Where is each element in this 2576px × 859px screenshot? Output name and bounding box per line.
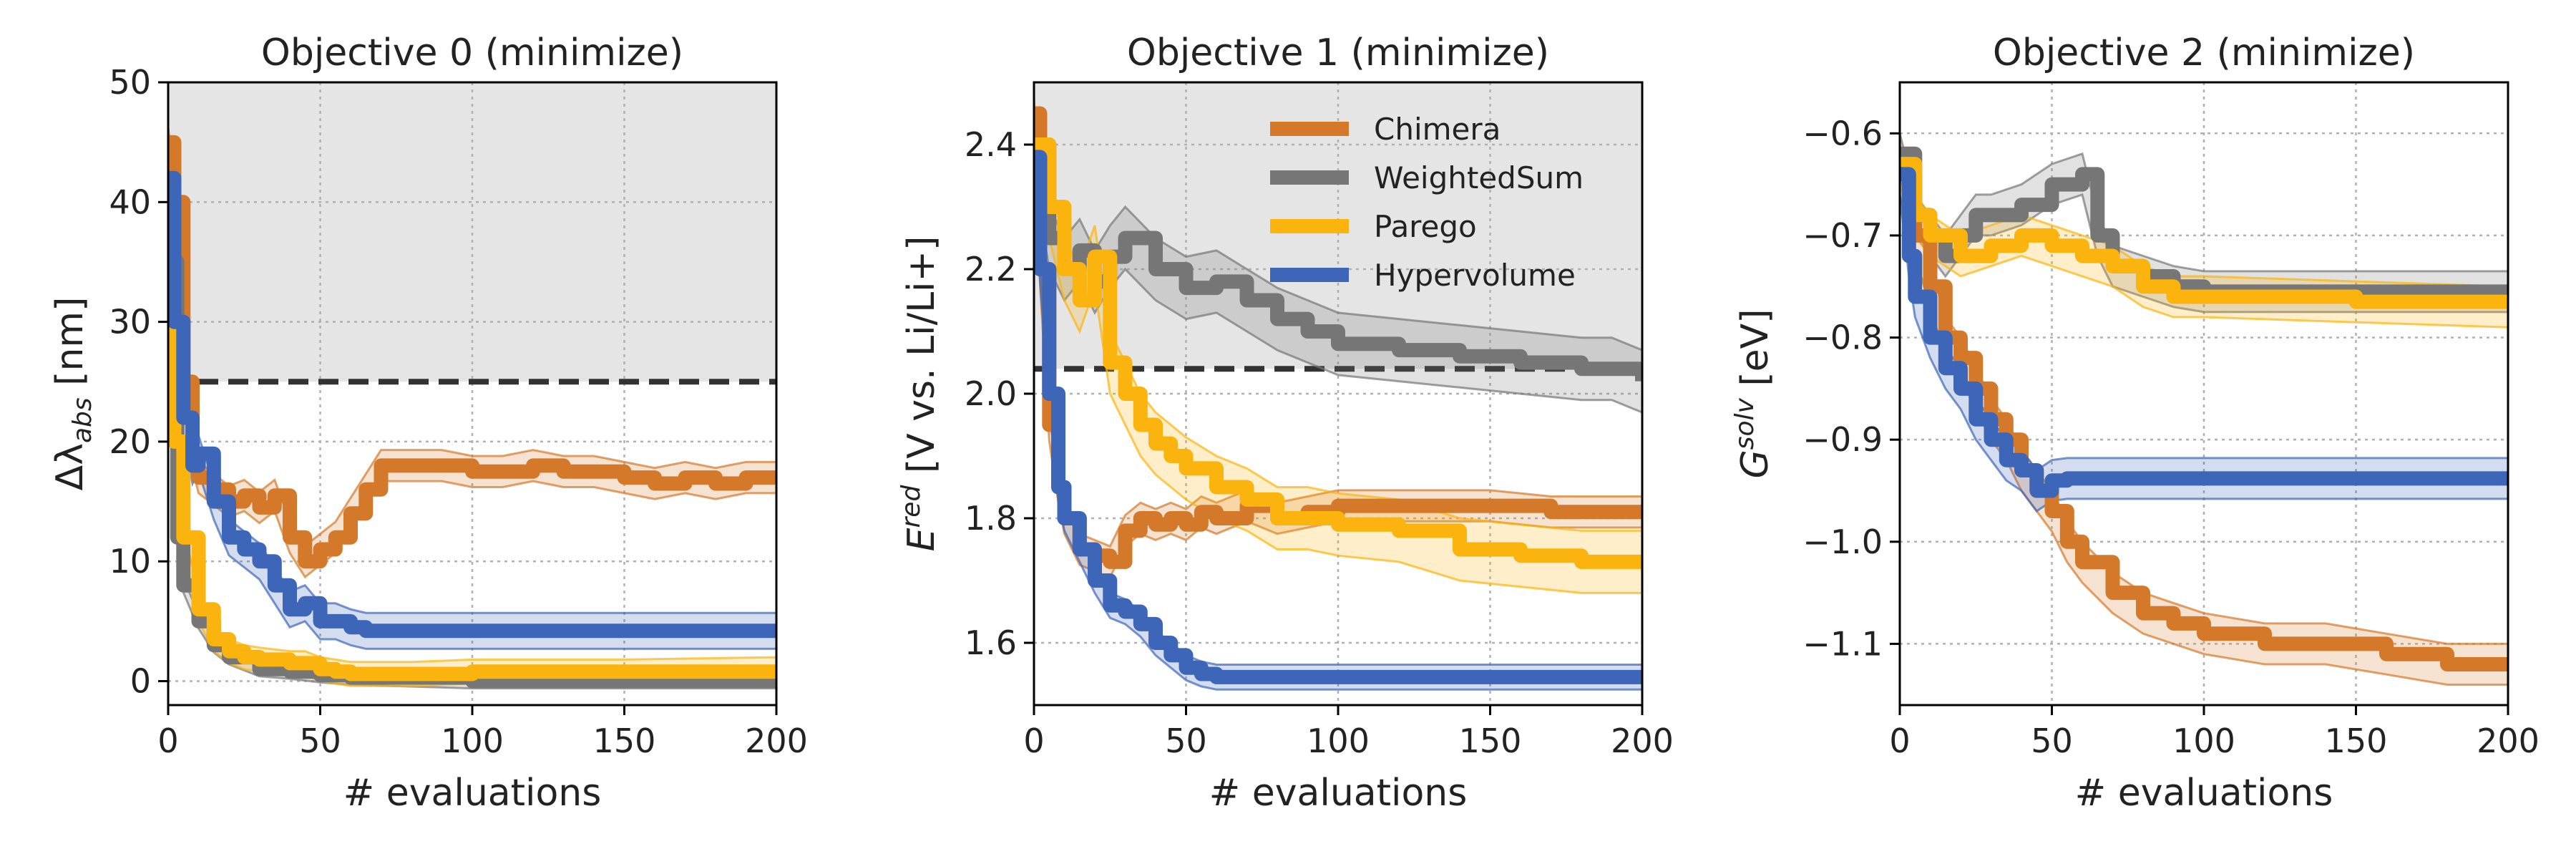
ylabel-2: Gsolv [eV] bbox=[1730, 309, 1777, 478]
xtick-label: 100 bbox=[2172, 722, 2235, 760]
ytick-label: −0.9 bbox=[1802, 420, 1883, 459]
legend: Chimera WeightedSum Parego Hypervolume bbox=[1270, 112, 1584, 293]
xtick-label: 0 bbox=[1889, 722, 1910, 760]
xtick-label: 0 bbox=[157, 722, 178, 760]
xtick-label: 200 bbox=[745, 722, 808, 760]
line-parego-0 bbox=[168, 195, 776, 681]
ytick-label: 2.2 bbox=[965, 250, 1017, 288]
legend-label-hypervolume: Hypervolume bbox=[1374, 258, 1576, 293]
legend-label-chimera: Chimera bbox=[1374, 112, 1501, 147]
ytick-label: −0.6 bbox=[1802, 114, 1883, 152]
band-weightedsum-1 bbox=[1034, 113, 1642, 414]
xtick-label: 0 bbox=[1023, 722, 1044, 760]
xtick-label: 150 bbox=[2325, 722, 2388, 760]
xtick-label: 50 bbox=[1165, 722, 1207, 760]
line-hypervolume-2 bbox=[1900, 167, 2508, 498]
ylabel-0: Δλabs [nm] bbox=[49, 297, 97, 491]
ytick-label: 20 bbox=[109, 422, 151, 461]
plot-area-0 bbox=[168, 82, 776, 705]
panel-objective-0: Objective 0 (minimize) # evaluations 0 50… bbox=[49, 31, 808, 815]
ytick-label: −1.1 bbox=[1802, 624, 1883, 663]
ytick-label: 30 bbox=[109, 303, 151, 341]
xtick-label: 150 bbox=[1459, 722, 1522, 760]
xtick-label: 150 bbox=[593, 722, 656, 760]
panel-objective-2: Objective 2 (minimize) # evaluations 0 50… bbox=[1730, 31, 2540, 815]
ytick-label: 10 bbox=[109, 542, 151, 581]
ylabel-superscript: red bbox=[897, 485, 926, 528]
ytick-label: −0.7 bbox=[1802, 216, 1883, 255]
ytick-label: 2.0 bbox=[965, 374, 1017, 413]
ylabel-unit: [nm] bbox=[49, 297, 92, 398]
ylabel-1: Ered [V vs. Li/Li+] bbox=[897, 236, 943, 552]
ylabel-unit: [V vs. Li/Li+] bbox=[900, 236, 943, 485]
line-weightedsum-1 bbox=[1034, 137, 1642, 382]
panel-objective-1: Objective 1 (minimize) # evaluations 0 50… bbox=[897, 31, 1674, 815]
line-hypervolume-0 bbox=[168, 170, 776, 639]
xtick-label: 50 bbox=[2031, 722, 2073, 760]
ytick-label: 2.4 bbox=[965, 125, 1017, 164]
panel-0-xlabel: # evaluations bbox=[343, 772, 602, 815]
line-chimera-2 bbox=[1900, 167, 2508, 671]
panel-2-xlabel: # evaluations bbox=[2075, 772, 2333, 815]
line-hypervolume-1 bbox=[1034, 150, 1642, 684]
xtick-label: 50 bbox=[299, 722, 341, 760]
ytick-label: 1.8 bbox=[965, 499, 1017, 538]
ytick-label: −1.0 bbox=[1802, 523, 1883, 561]
panel-1-xlabel: # evaluations bbox=[1209, 772, 1468, 815]
line-parego-2 bbox=[1900, 157, 2508, 309]
xtick-label: 100 bbox=[441, 722, 504, 760]
ylabel-main: E bbox=[900, 528, 943, 551]
legend-label-parego: Parego bbox=[1374, 209, 1477, 244]
xtick-label: 200 bbox=[2477, 722, 2540, 760]
legend-label-weightedsum: WeightedSum bbox=[1374, 160, 1584, 195]
ylabel-main: G bbox=[1734, 450, 1777, 478]
ylabel-main: Δλ bbox=[49, 443, 92, 490]
ylabel-superscript: solv bbox=[1730, 397, 1760, 450]
panel-0-title: Objective 0 (minimize) bbox=[261, 31, 683, 74]
xtick-label: 200 bbox=[1611, 722, 1674, 760]
ytick-label: 40 bbox=[109, 183, 151, 221]
line-parego-1 bbox=[1034, 137, 1642, 569]
ylabel-unit: [eV] bbox=[1734, 309, 1777, 398]
ytick-label: 0 bbox=[130, 662, 151, 701]
plot-area-2 bbox=[1900, 82, 2508, 705]
ylabel-subscript: abs bbox=[68, 397, 97, 443]
ytick-label: −0.8 bbox=[1802, 319, 1883, 357]
panel-1-title: Objective 1 (minimize) bbox=[1127, 31, 1549, 74]
xtick-label: 100 bbox=[1307, 722, 1370, 760]
ytick-label: 50 bbox=[109, 63, 151, 102]
infeasible-region-0 bbox=[168, 82, 776, 382]
ytick-label: 1.6 bbox=[965, 623, 1017, 662]
panel-2-title: Objective 2 (minimize) bbox=[1993, 31, 2415, 74]
